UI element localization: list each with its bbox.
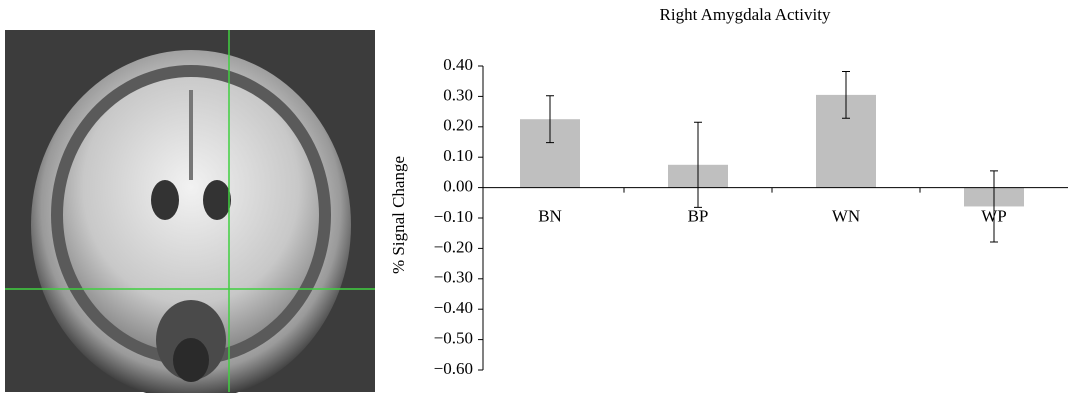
y-tick-label: −0.50 <box>434 329 473 348</box>
y-tick-label: 0.40 <box>443 55 473 74</box>
x-tick-label: WN <box>832 207 860 226</box>
y-tick-label: −0.30 <box>434 268 473 287</box>
y-tick-label: −0.20 <box>434 237 473 256</box>
y-tick-label: 0.10 <box>443 146 473 165</box>
figure: Right Amygdala Activity % Signal Change … <box>0 0 1070 393</box>
x-tick-label: BP <box>688 207 709 226</box>
y-tick-label: −0.60 <box>434 359 473 378</box>
brain-image <box>5 30 375 393</box>
y-axis-label: % Signal Change <box>389 156 408 274</box>
y-tick-label: −0.10 <box>434 207 473 226</box>
y-tick-label: 0.30 <box>443 85 473 104</box>
y-tick-label: 0.00 <box>443 177 473 196</box>
x-tick-label: BN <box>538 207 562 226</box>
chart-title: Right Amygdala Activity <box>660 5 831 24</box>
y-tick-label: −0.40 <box>434 298 473 317</box>
y-tick-label: 0.20 <box>443 116 473 135</box>
